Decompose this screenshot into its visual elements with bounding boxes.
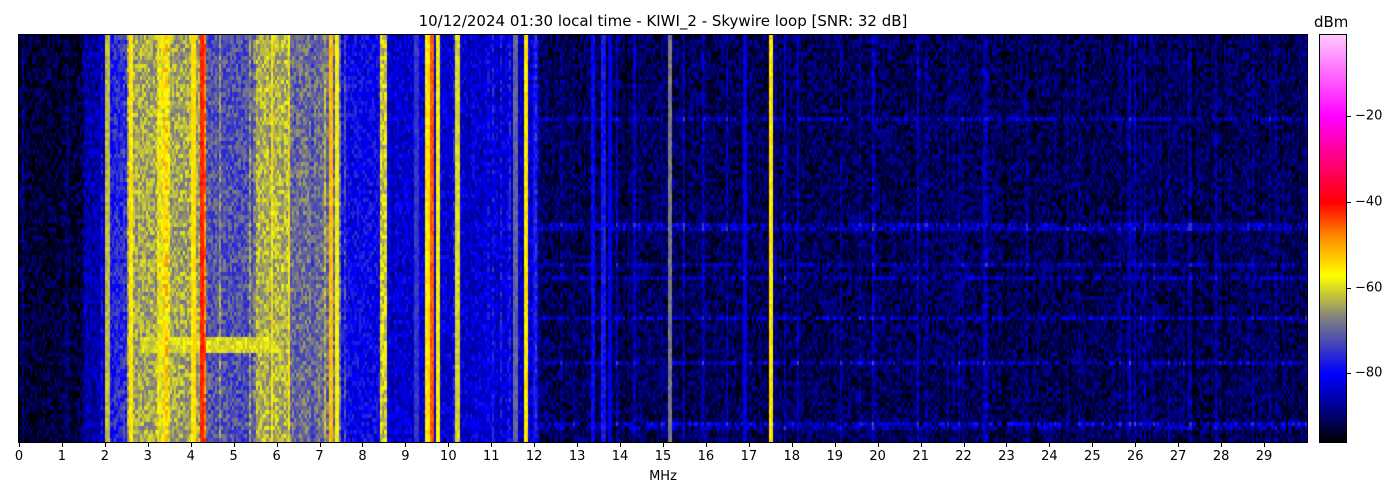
x-tick-label: 6 bbox=[272, 449, 281, 464]
x-tick-label: 13 bbox=[568, 449, 586, 464]
x-tick-label: 15 bbox=[654, 449, 672, 464]
x-tick-mark bbox=[920, 442, 922, 447]
x-tick-mark bbox=[1264, 442, 1266, 447]
colorbar-tick-mark bbox=[1346, 287, 1351, 289]
x-tick-label: 28 bbox=[1212, 449, 1230, 464]
x-tick-mark bbox=[147, 442, 149, 447]
x-tick-label: 3 bbox=[143, 449, 152, 464]
colorbar-tick-mark bbox=[1346, 202, 1351, 204]
x-tick-mark bbox=[276, 442, 278, 447]
x-tick-label: 16 bbox=[697, 449, 715, 464]
x-tick-label: 8 bbox=[358, 449, 367, 464]
x-tick-mark bbox=[1006, 442, 1008, 447]
x-tick-label: 29 bbox=[1255, 449, 1273, 464]
x-tick-label: 9 bbox=[401, 449, 410, 464]
x-tick-label: 10 bbox=[440, 449, 457, 464]
x-tick-mark bbox=[963, 442, 965, 447]
x-tick-label: 22 bbox=[955, 449, 972, 464]
x-tick-label: 4 bbox=[186, 449, 195, 464]
x-tick-mark bbox=[748, 442, 750, 447]
x-tick-mark bbox=[61, 442, 63, 447]
x-tick-label: 17 bbox=[740, 449, 758, 464]
x-tick-label: 20 bbox=[869, 449, 886, 464]
x-tick-mark bbox=[190, 442, 192, 447]
x-tick-label: 5 bbox=[229, 449, 238, 464]
x-tick-label: 27 bbox=[1169, 449, 1187, 464]
colorbar bbox=[1319, 34, 1347, 443]
x-tick-mark bbox=[104, 442, 106, 447]
x-tick-mark bbox=[663, 442, 664, 447]
x-tick-label: 12 bbox=[525, 449, 543, 464]
x-tick-mark bbox=[1049, 442, 1051, 447]
x-tick-mark bbox=[491, 442, 493, 447]
x-tick-mark bbox=[1221, 442, 1223, 447]
x-tick-mark bbox=[448, 442, 450, 447]
x-tick-mark bbox=[705, 442, 707, 447]
x-tick-mark bbox=[620, 442, 622, 447]
x-tick-mark bbox=[362, 442, 364, 447]
x-tick-label: 0 bbox=[14, 449, 24, 464]
x-tick-label: 18 bbox=[783, 449, 801, 464]
colorbar-tick-label: −80 bbox=[1355, 365, 1383, 381]
x-tick-mark bbox=[319, 442, 321, 447]
x-tick-label: 24 bbox=[1041, 449, 1058, 464]
colorbar-label: dBm bbox=[1314, 13, 1349, 31]
x-tick-mark bbox=[1092, 442, 1094, 447]
x-tick-label: 1 bbox=[57, 449, 67, 464]
x-tick-label: 19 bbox=[826, 449, 843, 464]
x-tick-mark bbox=[877, 442, 879, 447]
colorbar-tick-label: −60 bbox=[1355, 280, 1383, 296]
colorbar-tick-mark bbox=[1346, 373, 1351, 375]
x-tick-mark bbox=[1178, 442, 1180, 447]
chart-title: 10/12/2024 01:30 local time - KIWI_2 - S… bbox=[418, 12, 908, 30]
x-tick-mark bbox=[233, 442, 235, 447]
x-tick-mark bbox=[19, 442, 20, 447]
x-tick-mark bbox=[405, 442, 407, 447]
x-tick-mark bbox=[1135, 442, 1137, 447]
x-tick-mark bbox=[834, 442, 836, 447]
x-tick-label: 11 bbox=[482, 449, 500, 464]
colorbar-tick-label: −40 bbox=[1355, 194, 1383, 210]
x-tick-label: 23 bbox=[998, 449, 1015, 464]
x-tick-label: 25 bbox=[1084, 449, 1101, 464]
x-tick-label: 21 bbox=[912, 449, 929, 464]
x-tick-mark bbox=[534, 442, 536, 447]
colorbar-tick-label: −20 bbox=[1355, 108, 1383, 124]
colorbar-tick-mark bbox=[1346, 116, 1351, 118]
x-axis-label: MHz bbox=[649, 469, 677, 484]
x-tick-mark bbox=[577, 442, 579, 447]
x-tick-label: 2 bbox=[100, 449, 109, 464]
x-tick-label: 7 bbox=[315, 449, 324, 464]
x-tick-label: 26 bbox=[1126, 449, 1144, 464]
x-tick-label: 14 bbox=[611, 449, 629, 464]
x-tick-mark bbox=[791, 442, 793, 447]
waterfall-heatmap bbox=[18, 34, 1308, 443]
